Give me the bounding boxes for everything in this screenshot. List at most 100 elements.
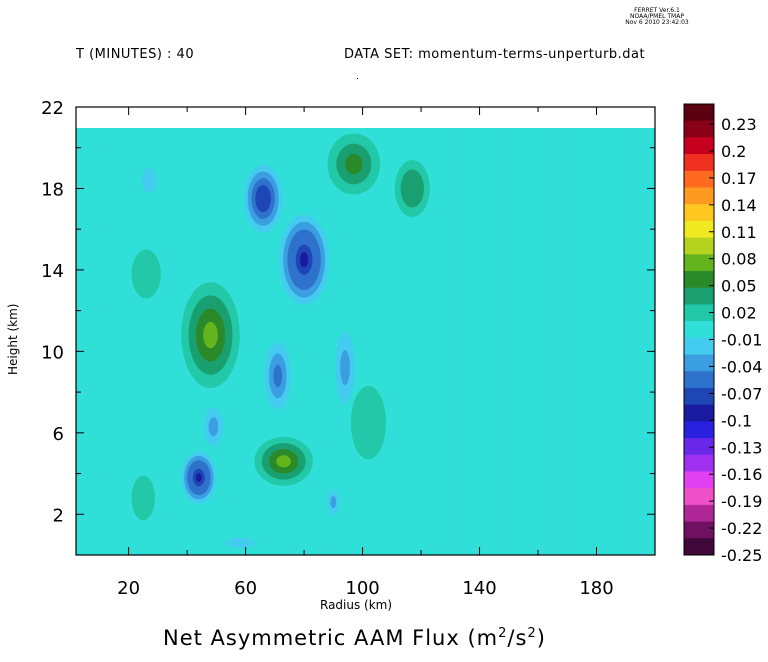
colorbar-swatch <box>684 304 714 322</box>
colorbar-label: -0.01 <box>721 331 762 350</box>
credit-line-1: FERRET Ver.6.1 <box>634 7 680 14</box>
colorbar-swatch <box>684 337 714 356</box>
contour-feature-13 <box>350 385 386 460</box>
colorbar-swatch <box>684 404 714 422</box>
colorbar-label: 0.14 <box>721 196 757 215</box>
plot-frame <box>75 106 656 556</box>
x-axis-label: Radius (km) <box>320 598 393 612</box>
contour-feature-7 <box>340 350 350 386</box>
time-label: T (MINUTES) : 40 <box>76 47 195 62</box>
colorbar-swatch <box>684 454 714 472</box>
contour-feature-10 <box>276 455 291 468</box>
field-streak <box>643 128 647 555</box>
colorbar-label: -0.22 <box>721 519 762 538</box>
colorbar-swatch <box>684 170 714 189</box>
colorbar <box>683 103 715 556</box>
colorbar-label: -0.25 <box>721 546 762 565</box>
x-tick-labels: 20 60 100 140 180 <box>117 578 614 599</box>
contour-feature-0 <box>141 168 157 193</box>
contour-feature-15 <box>225 537 255 548</box>
colorbar-label: 0.02 <box>721 304 757 323</box>
plot-area <box>76 128 655 555</box>
field-streak <box>573 128 577 555</box>
colorbar-swatch <box>684 204 714 222</box>
ferret-credit: FERRET Ver.6.1 NOAA/PMEL TMAP Nov 6 2010… <box>612 8 702 26</box>
colorbar-swatch <box>684 538 714 556</box>
title-exp-1: 2 <box>498 626 508 641</box>
colorbar-swatch <box>684 488 714 506</box>
field-streak <box>608 128 612 555</box>
contour-feature-3 <box>203 321 218 349</box>
colorbar-label: 0.05 <box>721 277 757 296</box>
colorbar-swatch <box>684 354 714 372</box>
field-streak <box>502 128 506 555</box>
field-streak <box>625 128 629 555</box>
x-tick-label: 20 <box>117 578 140 599</box>
field-streak <box>590 128 594 555</box>
colorbar-label: -0.16 <box>721 465 762 484</box>
title-exp-2: 2 <box>527 626 537 641</box>
colorbar-swatch <box>684 321 714 339</box>
y-tick-label: 18 <box>41 179 64 200</box>
field-streak <box>520 128 524 555</box>
colorbar-label: 0.17 <box>721 169 757 188</box>
colorbar-swatch <box>684 471 714 489</box>
colorbar-label: -0.1 <box>721 411 752 430</box>
y-tick-labels: 2 6 10 14 18 22 <box>41 98 64 526</box>
colorbar-swatch <box>684 154 714 172</box>
x-tick-label: 140 <box>462 578 496 599</box>
contour-feature-6 <box>273 364 283 387</box>
y-tick-label: 14 <box>41 261 64 282</box>
x-tick-label: 100 <box>345 578 379 599</box>
y-tick-label: 2 <box>53 505 64 526</box>
colorbar-swatch <box>684 137 714 155</box>
title-units-mid: /s <box>507 626 528 650</box>
dataset-label: DATA SET: momentum-terms-unperturb.dat <box>344 47 646 62</box>
y-tick-label: 10 <box>41 342 64 363</box>
colorbar-label: -0.19 <box>721 492 762 511</box>
contour-feature-4 <box>345 153 363 175</box>
contour-feature-8 <box>195 473 202 482</box>
credit-line-2: NOAA/PMEL TMAP <box>630 13 684 20</box>
y-tick-label: 6 <box>53 424 64 445</box>
contour-feature-14 <box>131 249 161 299</box>
colorbar-label: -0.07 <box>721 384 762 403</box>
colorbar-swatch <box>684 254 714 272</box>
colorbar-labels: 0.23 0.2 0.17 0.14 0.11 0.08 0.05 0.02 -0.01 -0.0… <box>709 115 762 565</box>
colorbar-swatch <box>684 504 714 523</box>
chart-title: Net Asymmetric AAM Flux (m2/s2) <box>163 626 546 650</box>
colorbar-frame <box>683 103 715 556</box>
contour-feature-11 <box>330 495 337 509</box>
colorbar-swatch <box>684 187 714 205</box>
colorbar-label: 0.08 <box>721 250 757 269</box>
chart-title-text: Net Asymmetric AAM Flux (m <box>163 626 499 650</box>
colorbar-label: 0.2 <box>721 142 746 161</box>
colorbar-swatch <box>684 371 714 389</box>
colorbar-swatch <box>684 387 714 406</box>
colorbar-swatch <box>684 120 714 138</box>
colorbar-swatch <box>684 521 714 539</box>
field-streak <box>485 128 489 555</box>
contour-feature-5 <box>406 178 419 198</box>
contour-feature-1 <box>259 191 268 206</box>
header-dot <box>357 78 358 79</box>
credit-line-3: Nov 6 2010 23:42:03 <box>625 19 689 26</box>
colorbar-swatch <box>684 287 714 305</box>
colorbar-swatch <box>684 271 714 289</box>
field-background <box>76 128 655 555</box>
contour-feature-12 <box>131 475 155 521</box>
colorbar-swatch <box>684 237 714 255</box>
x-tick-label: 60 <box>234 578 257 599</box>
field-streak <box>538 128 542 555</box>
title-units-close: ) <box>536 626 546 650</box>
field-streak <box>450 128 454 555</box>
colorbar-swatch <box>684 421 714 439</box>
y-tick-label: 22 <box>41 98 64 119</box>
colorbar-swatch <box>684 220 714 239</box>
contour-feature-2 <box>299 252 309 268</box>
x-tick-label: 180 <box>579 578 613 599</box>
axis-ticks <box>76 106 656 556</box>
contour-feature-9 <box>208 417 219 437</box>
colorbar-label: -0.13 <box>721 438 762 457</box>
